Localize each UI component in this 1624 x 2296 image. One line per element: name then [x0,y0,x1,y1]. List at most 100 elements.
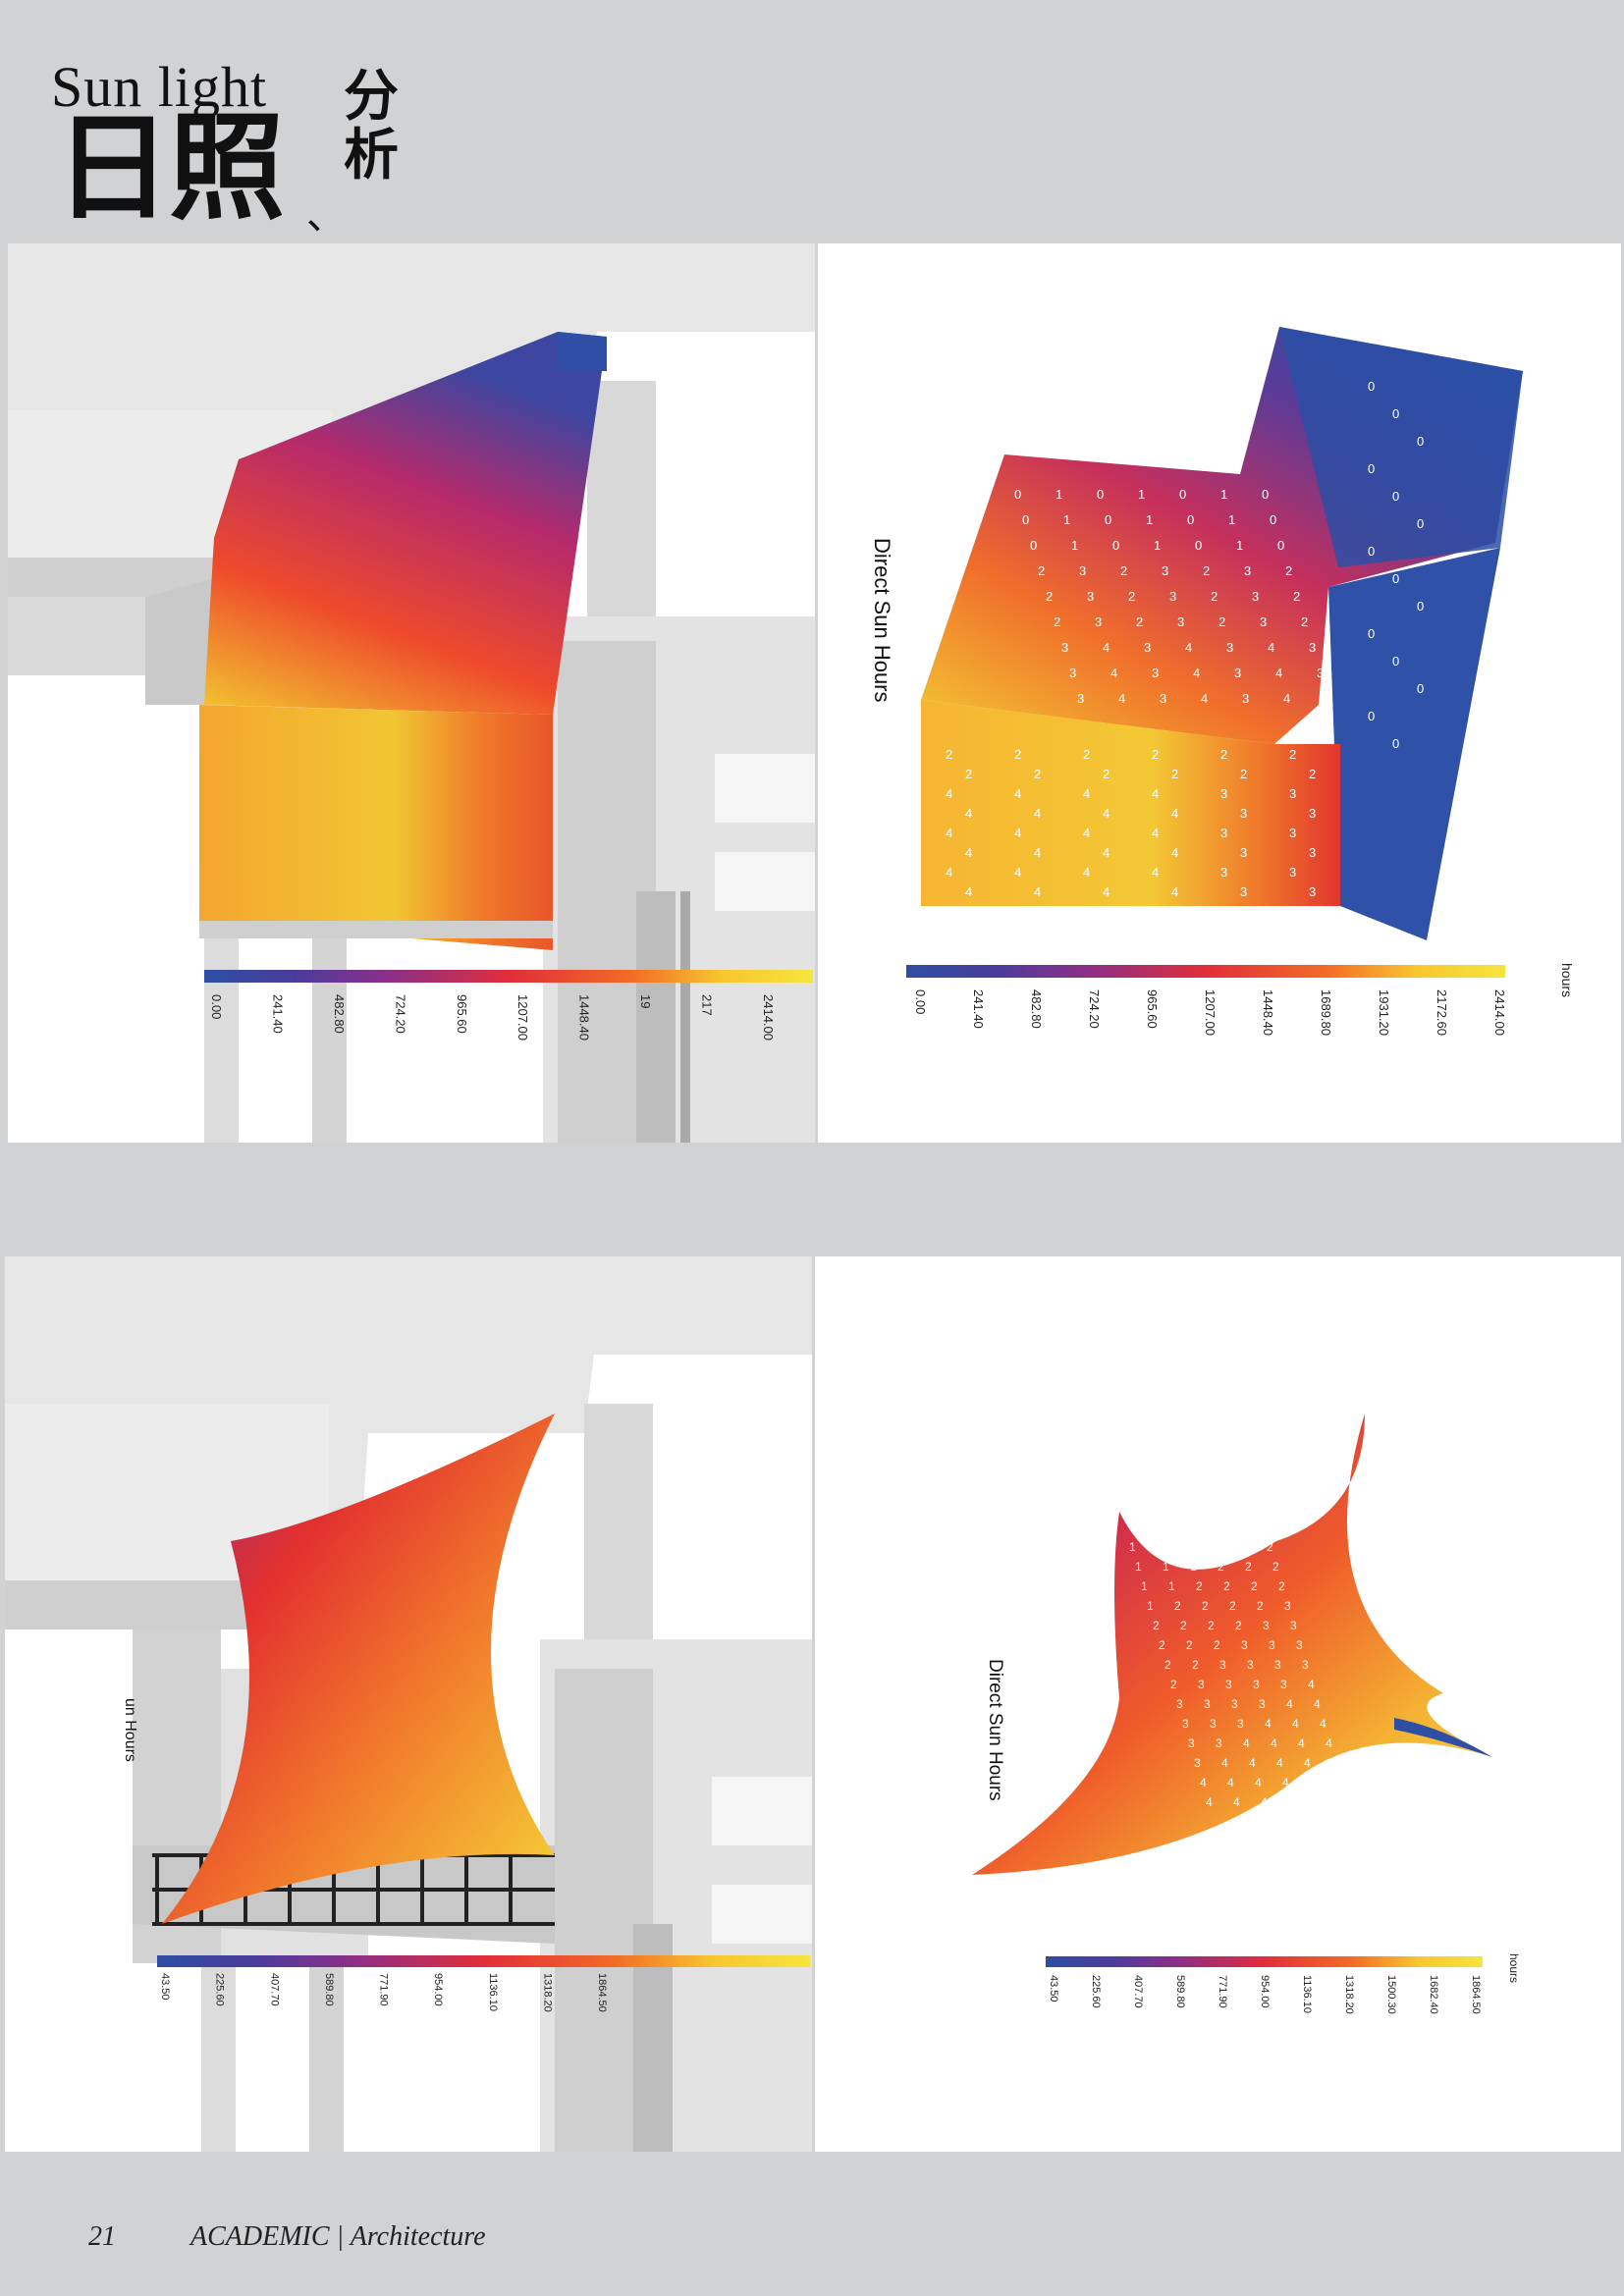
surface-value-digit: 2 [1014,747,1021,762]
surface-value-digit: 2 [1257,1599,1264,1613]
legend-tick-label: 1207.00 [1203,989,1218,1036]
legend-tick-label: 1500.30 [1385,1975,1397,2014]
surface-value-digit: 3 [1284,1599,1291,1613]
surface-value-digit: 3 [1152,666,1159,680]
surface-value-digit: 1 [1168,1579,1175,1593]
surface-value-digit: 4 [1275,666,1282,680]
surface-value-digit: 2 [1203,563,1210,578]
legend-tick-label: 771.90 [1217,1975,1228,2008]
legend-tick-label: 407.70 [1132,1975,1144,2008]
surface-value-digit: 3 [1280,1678,1287,1691]
legend-bar-top-left [204,970,813,983]
surface-value-digit: 2 [1218,614,1225,629]
surface-value-digit: 0 [1417,434,1424,449]
legend-tick-label: 965.60 [1145,989,1160,1029]
surface-value-digit: 1 [1146,512,1153,527]
surface-value-digit: 1 [1190,1560,1197,1574]
surface-value-digit: 0 [1187,512,1194,527]
surface-value-digit: 2 [1214,1638,1220,1652]
surface-value-digit: 4 [1206,1795,1213,1809]
surface-value-digit: 0 [1195,538,1202,553]
legend-tick-label: 1931.20 [1377,989,1391,1036]
surface-value-digit: 3 [1198,1678,1205,1691]
legend-tick-label: 1136.10 [487,1973,499,2011]
chart-top-right: 2 2 2 2 2 22 2 2 2 2 24 4 4 4 3 34 4 4 4 3 34 4 4 4 3 34 4 4 4 3 34 4 4 4… [818,243,1621,1143]
legend-tick-label: 1318.20 [541,1973,553,2012]
surface-value-digit: 3 [1247,1658,1254,1672]
surface-value-digit: 4 [1171,845,1178,860]
surface-value-digit: 1 [1056,487,1062,502]
surface-value-digit: 4 [1110,666,1117,680]
surface-value-digit: 0 [1392,736,1399,751]
surface-value-digit: 3 [1220,826,1227,840]
surface-value-digit: 3 [1169,589,1176,604]
surface-value-digit: 3 [1309,845,1316,860]
surface-value-digit: 4 [1283,691,1290,706]
surface-value-digit: 3 [1309,640,1316,655]
surface-value-digit: 4 [1083,786,1090,801]
surface-value-digit: 0 [1014,487,1021,502]
legend-tick-label: 0.00 [209,994,224,1019]
surface-value-digit: 3 [1240,884,1247,899]
surface-value-digit: 1 [1236,538,1243,553]
surface-value-digit: 1 [1129,1540,1136,1554]
surface-value-digit: 2 [1120,563,1127,578]
surface-value-digit: 2 [1240,767,1247,781]
surface-value-digit: 1 [1071,538,1078,553]
surface-value-digit: 0 [1368,626,1375,641]
legend-tick-label: 225.60 [214,1973,226,2006]
title-chinese-main: 日照 [55,99,285,236]
legend-tick-label: 1864.50 [596,1973,608,2012]
surface-value-digit: 2 [1103,767,1110,781]
surface-value-digit: 2 [1267,1540,1273,1554]
legend-tick-label: 0.00 [913,989,928,1014]
panel-bottom-left-render: un Hours 43.50 225.60 407.70 589.80 771.90 95… [5,1256,812,2152]
surface-value-digit: 4 [1282,1776,1289,1789]
surface-value-digit: 0 [1368,461,1375,476]
legend-tick-label: 2414.00 [1492,989,1507,1036]
surface-value-digit: 2 [1223,1579,1230,1593]
legend-tick-label: 1682.40 [1428,1975,1439,2014]
panel-top-left-render: 0.00 241.40 482.80 724.20 965.60 1207.00 1448.… [8,243,815,1143]
surface-value-digit: 3 [1079,563,1086,578]
surface-value-digit: 3 [1069,666,1076,680]
surface-value-digit: 2 [1046,589,1053,604]
surface-value-digit: 2 [1211,589,1218,604]
surface-value-digit: 4 [1326,1736,1332,1750]
surface-value-digit: 2 [1038,563,1045,578]
surface-value-digit: 0 [1022,512,1029,527]
surface-value-digit: 4 [1201,691,1208,706]
surface-value-digit: 3 [1162,563,1168,578]
surface-value-digit: 2 [1229,1599,1236,1613]
legend-tick-label: 589.80 [323,1973,335,2006]
surface-value-digit: 1 [1184,1540,1191,1554]
legend-bar-bottom-right [1046,1956,1483,1967]
legend-tick-label: 1136.10 [1301,1975,1313,2013]
surface-value-digit: 4 [1014,865,1021,880]
surface-value-digit: 3 [1289,865,1296,880]
surface-value-digit: 4 [1118,691,1125,706]
surface-value-digit: 2 [1174,1599,1181,1613]
surface-value-digit: 4 [1255,1776,1262,1789]
surface-value-digit: 4 [1233,1795,1240,1809]
surface-value-digit: 3 [1210,1717,1217,1731]
surface-value-digit: 4 [1103,806,1110,821]
surface-value-digit: 3 [1289,786,1296,801]
surface-value-digit: 4 [1314,1697,1321,1711]
surface-value-digit: 2 [1220,747,1227,762]
surface-value-digit: 2 [1054,614,1060,629]
surface-value-digit: 4 [1292,1717,1299,1731]
legend-title-bottom-left: un Hours [122,1698,138,1762]
surface-value-digit: 2 [1278,1579,1285,1593]
legend-tick-label: 724.20 [1087,989,1102,1029]
surface-value-digit: 0 [1368,544,1375,559]
legend-tick-label: 771.90 [378,1973,390,2006]
legend-tick-label: 407.70 [268,1973,280,2006]
surface-value-digit: 2 [1309,767,1316,781]
surface-value-digit: 5 [1331,1756,1338,1770]
surface-value-digit: 4 [965,884,972,899]
surface-value-digit: 4 [965,845,972,860]
surface-value-digit: 3 [1220,786,1227,801]
surface-value-digit: 0 [1368,379,1375,394]
